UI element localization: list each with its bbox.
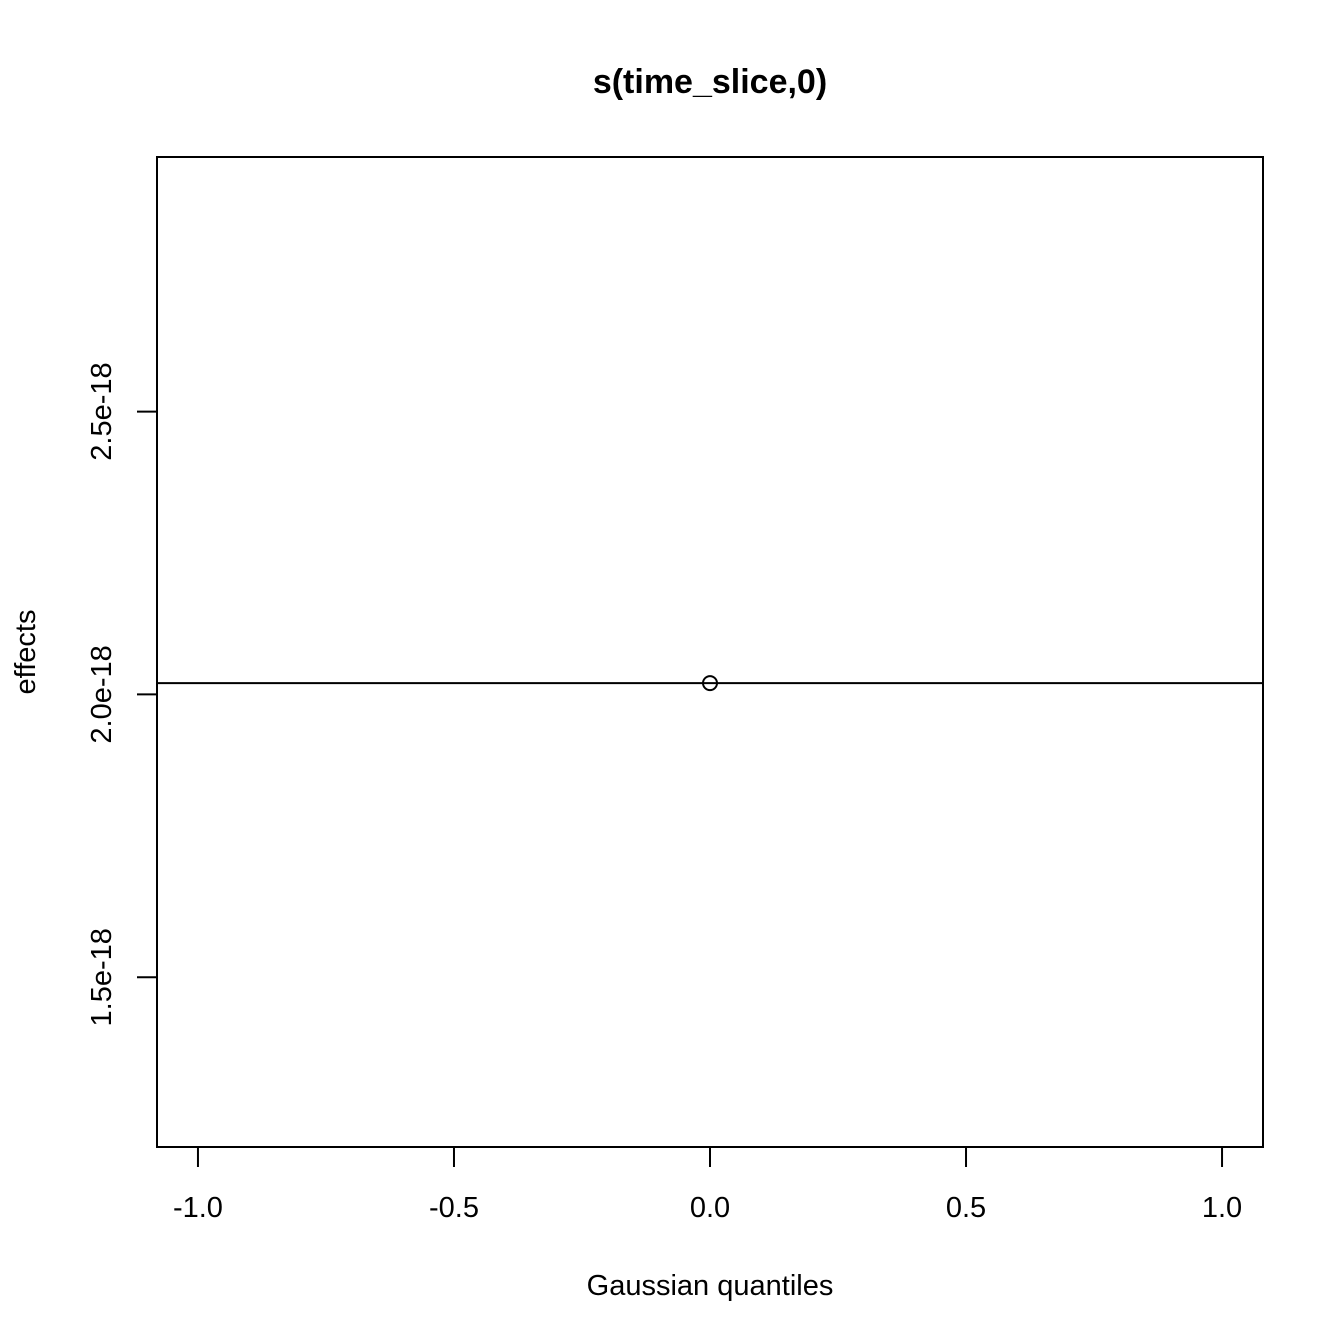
y-axis-label: effects [10, 610, 42, 695]
chart-title: s(time_slice,0) [593, 63, 827, 101]
x-tick-label: 0.5 [946, 1192, 986, 1224]
data-point [702, 675, 718, 692]
y-tick-label: 2.0e-18 [86, 645, 118, 743]
x-tick-label: 1.0 [1202, 1192, 1242, 1224]
x-axis-label: Gaussian quantiles [587, 1270, 834, 1302]
y-tick-label: 2.5e-18 [86, 362, 118, 460]
y-axis: 1.5e-18 2.0e-18 2.5e-18 [86, 362, 158, 1026]
x-axis: -1.0 -0.5 0.0 0.5 1.0 [173, 1146, 1242, 1224]
y-tick-label: 1.5e-18 [86, 928, 118, 1026]
x-tick-label: 0.0 [690, 1192, 730, 1224]
x-tick-label: -1.0 [173, 1192, 223, 1224]
plot-area [157, 675, 1263, 692]
x-tick-label: -0.5 [429, 1192, 479, 1224]
plot-frame [156, 156, 1264, 1148]
